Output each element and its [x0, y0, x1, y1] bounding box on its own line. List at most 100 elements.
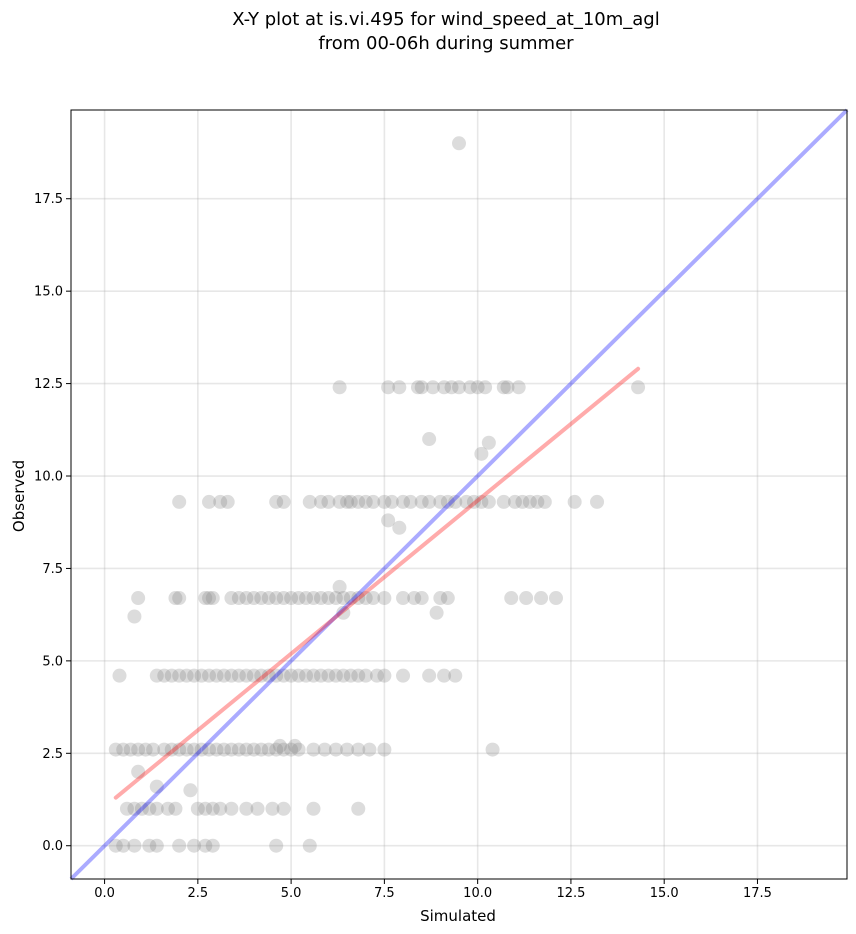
data-point: [336, 668, 351, 683]
data-point: [429, 605, 444, 620]
data-point: [321, 668, 336, 683]
data-point: [269, 591, 284, 606]
data-point: [291, 591, 306, 606]
data-point: [299, 591, 314, 606]
data-point: [403, 494, 418, 509]
data-point: [306, 591, 321, 606]
data-point: [276, 668, 291, 683]
data-point: [194, 668, 209, 683]
y-tick-label: 2.5: [42, 747, 63, 762]
data-point: [269, 494, 284, 509]
data-point: [116, 838, 131, 853]
data-point: [213, 801, 228, 816]
data-point: [224, 668, 239, 683]
data-point: [239, 742, 254, 757]
data-point: [187, 838, 202, 853]
data-point: [410, 380, 425, 395]
data-point: [254, 668, 269, 683]
y-tick-label: 15.0: [34, 285, 63, 300]
data-point: [448, 494, 463, 509]
data-point: [216, 668, 231, 683]
y-axis-label: Observed: [10, 460, 28, 532]
data-point: [500, 380, 515, 395]
data-point: [157, 668, 172, 683]
data-point: [161, 801, 175, 816]
grid-lines: [71, 110, 847, 879]
x-tick-label: 15.0: [650, 886, 679, 901]
data-point: [127, 609, 142, 624]
data-point: [440, 591, 455, 606]
data-point: [276, 494, 291, 509]
data-point: [231, 591, 246, 606]
data-point: [269, 838, 284, 853]
data-point: [213, 494, 228, 509]
data-point: [302, 494, 317, 509]
data-point: [496, 380, 511, 395]
data-point: [142, 838, 157, 853]
data-point: [414, 494, 429, 509]
data-point: [336, 591, 351, 606]
y-tick-label: 0.0: [42, 839, 63, 854]
data-point: [351, 742, 366, 757]
data-point: [306, 742, 321, 757]
data-point: [530, 494, 545, 509]
data-point: [108, 838, 123, 853]
data-point: [313, 494, 328, 509]
data-point: [239, 668, 254, 683]
data-point: [328, 591, 343, 606]
data-point: [198, 801, 213, 816]
data-point: [351, 801, 366, 816]
data-point: [205, 801, 220, 816]
data-point: [172, 742, 187, 757]
data-point: [519, 591, 534, 606]
data-point: [239, 591, 254, 606]
data-point: [313, 668, 328, 683]
data-point: [127, 838, 142, 853]
data-point: [392, 380, 407, 395]
data-point: [202, 742, 217, 757]
data-point: [384, 494, 399, 509]
data-point: [396, 494, 411, 509]
data-point: [313, 591, 328, 606]
data-point: [358, 494, 373, 509]
data-point: [119, 801, 134, 816]
data-point: [381, 513, 396, 528]
data-point: [377, 591, 392, 606]
x-tick-label: 10.0: [463, 886, 492, 901]
data-point: [343, 591, 358, 606]
data-point: [422, 432, 437, 447]
data-point: [414, 380, 429, 395]
data-point: [190, 801, 205, 816]
data-point: [134, 801, 149, 816]
data-point: [246, 591, 261, 606]
y-tick-label: 7.5: [42, 562, 63, 577]
data-point: [369, 668, 384, 683]
data-point: [172, 668, 187, 683]
data-point: [343, 494, 358, 509]
data-point: [534, 591, 549, 606]
x-tick-label: 17.5: [743, 886, 772, 901]
data-point: [231, 668, 246, 683]
data-point: [269, 742, 284, 757]
data-point: [202, 591, 217, 606]
data-point: [179, 742, 194, 757]
data-point: [131, 591, 146, 606]
data-point: [205, 591, 220, 606]
data-point: [265, 801, 280, 816]
data-point: [567, 494, 582, 509]
x-tick-label: 2.5: [188, 886, 209, 901]
x-tick-label: 12.5: [556, 886, 585, 901]
data-point: [172, 838, 187, 853]
data-point: [108, 742, 123, 757]
data-point: [254, 742, 269, 757]
data-point: [351, 494, 366, 509]
data-point: [437, 380, 452, 395]
data-point: [224, 742, 239, 757]
data-point: [168, 801, 183, 816]
data-point: [149, 801, 164, 816]
chart-title-line1: X-Y plot at is.vi.495 for wind_speed_at_…: [232, 9, 659, 30]
identity-line: [69, 108, 849, 881]
data-point: [407, 591, 422, 606]
data-point: [131, 764, 146, 779]
